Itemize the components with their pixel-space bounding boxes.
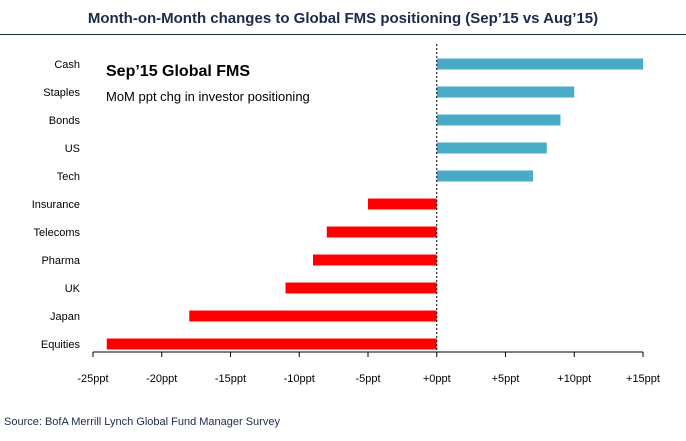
bar-tech — [436, 170, 533, 182]
x-tick-label: -10ppt — [284, 373, 315, 385]
inner-chart-subtitle: MoM ppt chg in investor positioning — [106, 89, 310, 104]
x-tick-label: -20ppt — [146, 373, 177, 385]
category-label-uk: UK — [65, 283, 81, 295]
x-tick-label: +10ppt — [557, 373, 591, 385]
bar-japan — [189, 310, 437, 322]
category-label-insurance: Insurance — [32, 199, 80, 211]
bars-group — [106, 58, 643, 350]
category-label-us: US — [65, 143, 80, 155]
category-label-staples: Staples — [43, 87, 80, 99]
category-label-telecoms: Telecoms — [34, 227, 81, 239]
x-tick-label: -15ppt — [215, 373, 246, 385]
bar-uk — [285, 282, 437, 294]
category-label-cash: Cash — [54, 59, 80, 71]
category-label-pharma: Pharma — [41, 255, 80, 267]
category-label-bonds: Bonds — [49, 115, 81, 127]
x-tick-label: +5ppt — [492, 373, 520, 385]
bar-bonds — [436, 114, 561, 126]
category-labels-group: Cash Staples Bonds US Tech Insurance Telecoms P… — [32, 59, 81, 351]
category-label-japan: Japan — [50, 311, 80, 323]
bar-equities — [106, 338, 437, 350]
bar-insurance — [368, 198, 437, 210]
x-tick-label: -25ppt — [77, 373, 108, 385]
category-label-equities: Equities — [41, 339, 81, 351]
x-tick-label: +15ppt — [626, 373, 660, 385]
bar-us — [436, 142, 547, 154]
source-note: Source: BofA Merrill Lynch Global Fund M… — [4, 416, 280, 428]
category-label-tech: Tech — [57, 171, 80, 183]
x-axis: -25ppt -20ppt -15ppt -10ppt -5ppt +0ppt +5ppt +… — [77, 351, 660, 385]
bar-staples — [436, 86, 575, 98]
inner-chart-title: Sep’15 Global FMS — [106, 63, 250, 80]
chart-title: Month-on-Month changes to Global FMS pos… — [87, 10, 599, 27]
bar-telecoms — [326, 226, 437, 238]
x-tick-label: -5ppt — [355, 373, 380, 385]
x-tick-label: +0ppt — [423, 373, 451, 385]
title-divider — [0, 34, 686, 35]
bar-cash — [436, 58, 643, 70]
bar-pharma — [313, 254, 437, 266]
